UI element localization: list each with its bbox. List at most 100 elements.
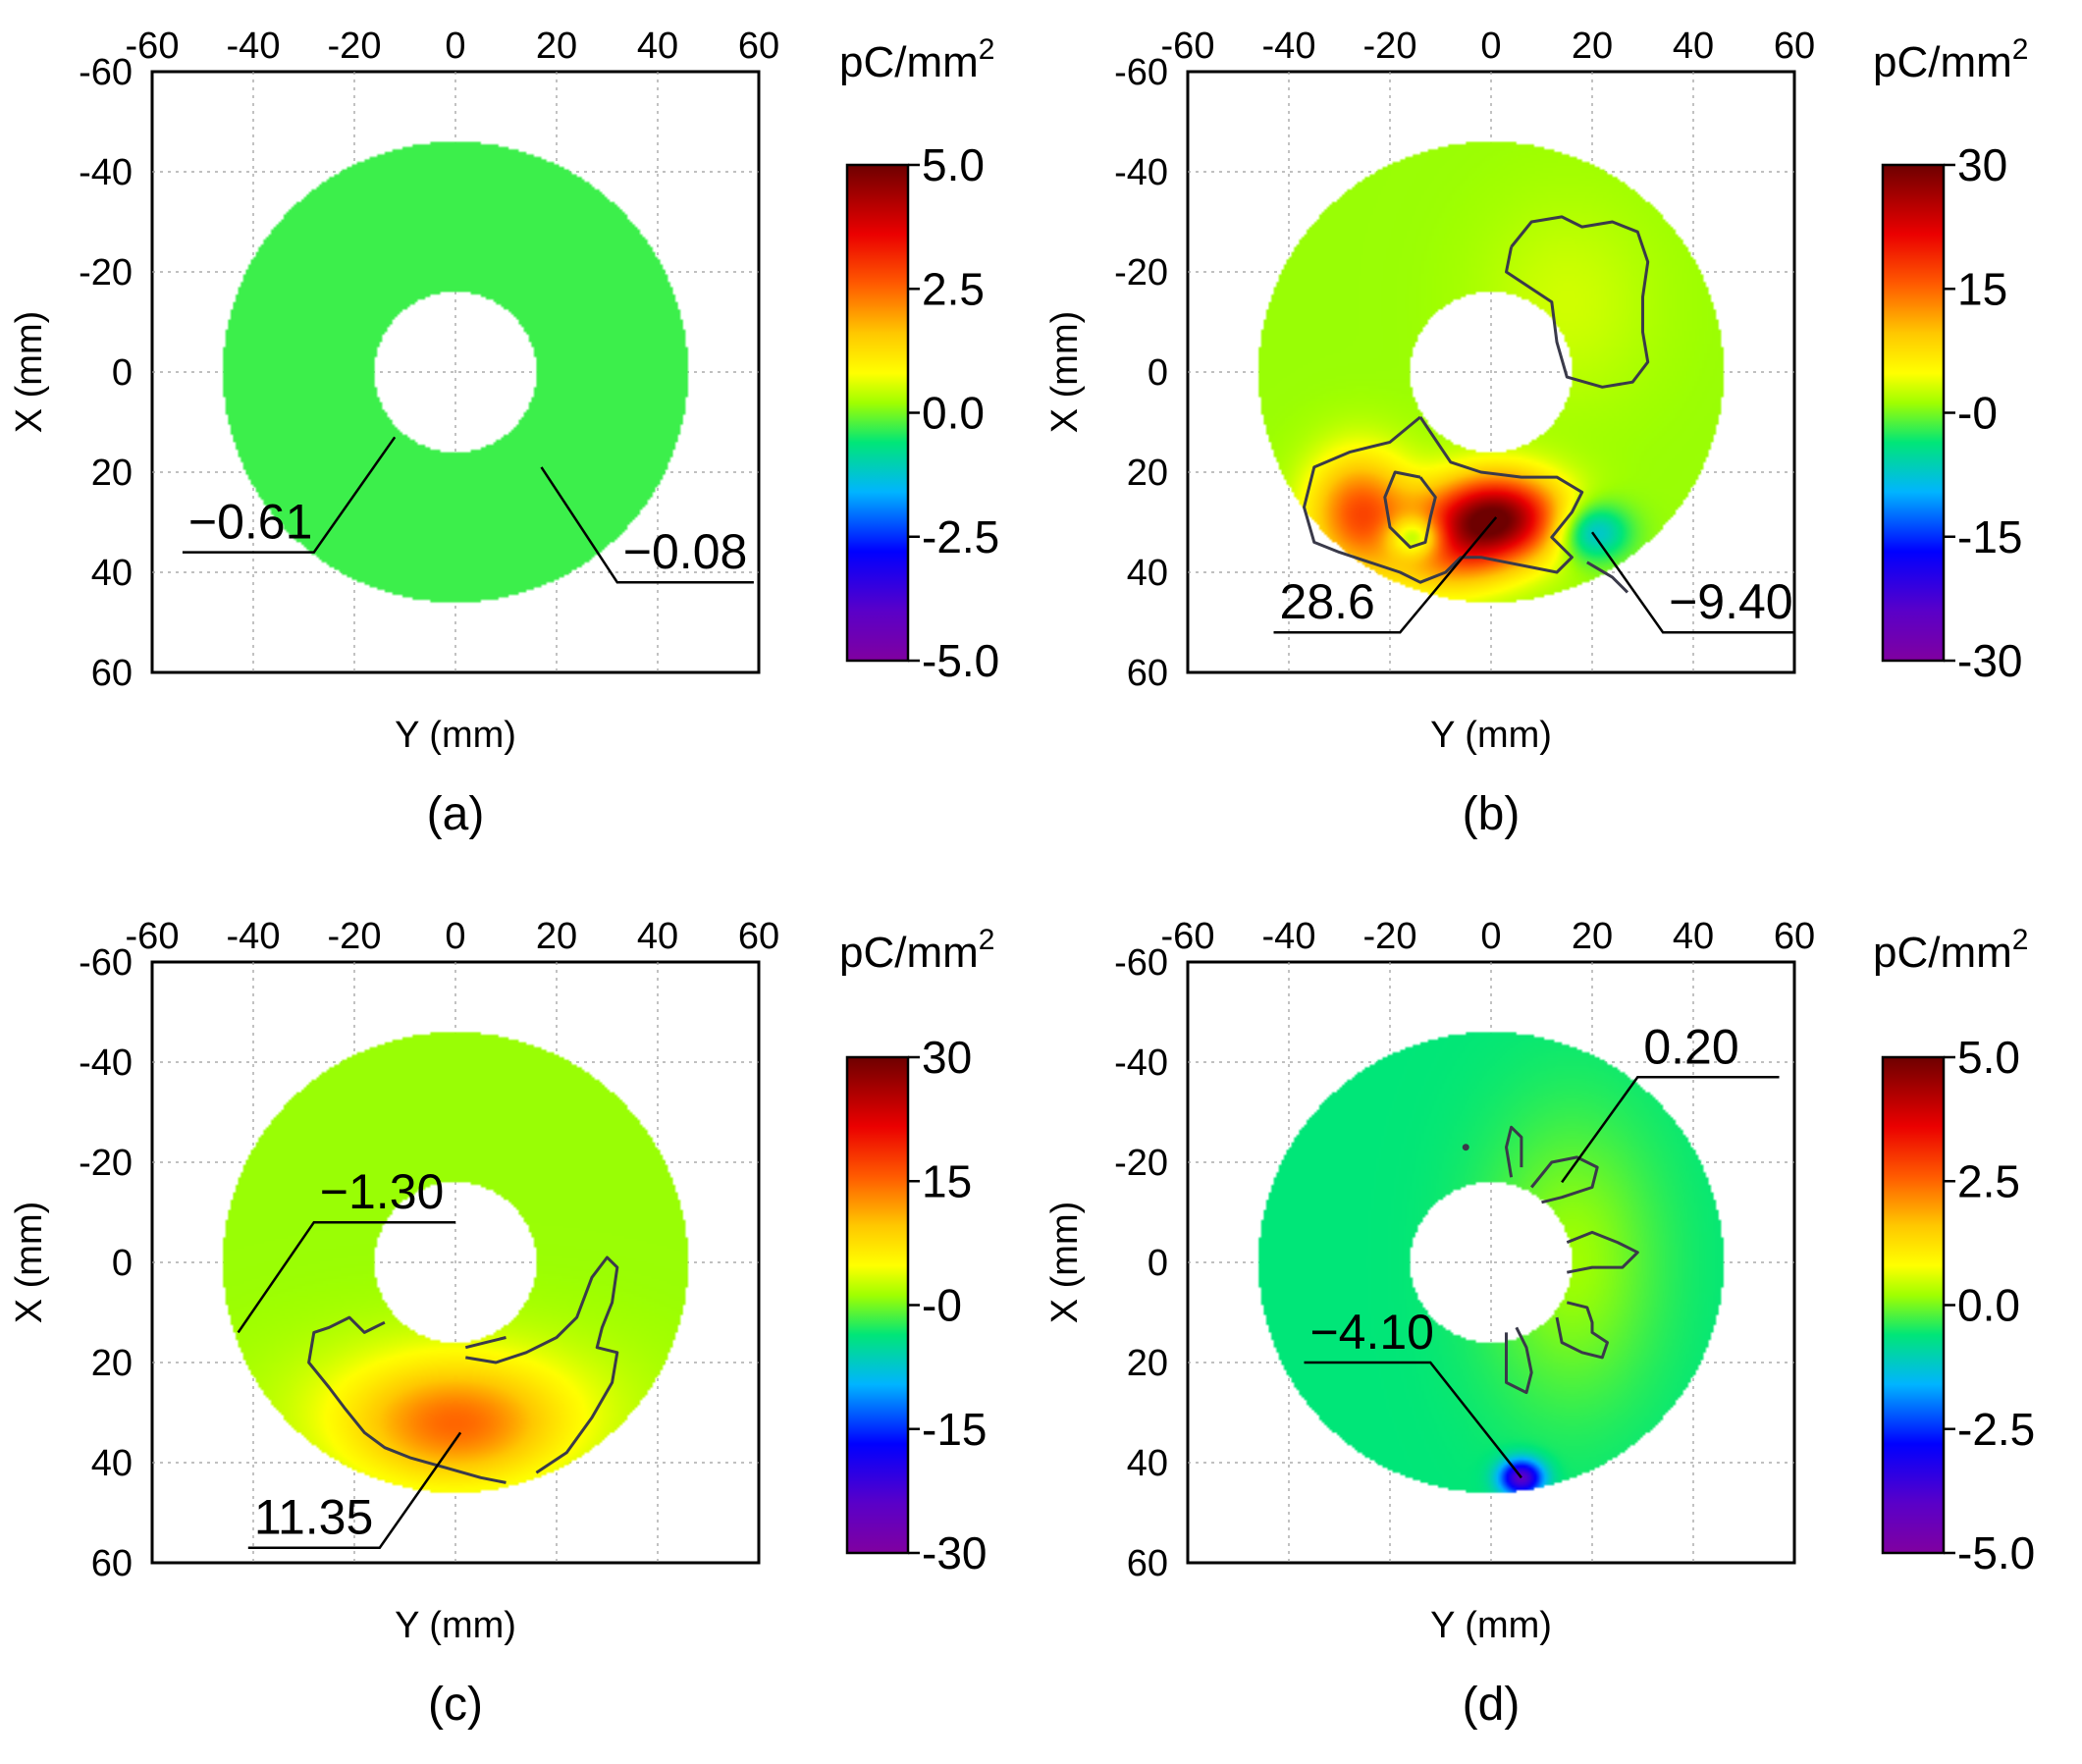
unit-base: pC/mm <box>839 38 979 86</box>
leader-line <box>540 466 754 584</box>
colorbar-unit: pC/mm2 <box>1873 33 2028 86</box>
colorbar-tick-label: -30 <box>922 1527 987 1578</box>
y-tick-label: 60 <box>1127 653 1168 694</box>
x-tick-label: 0 <box>445 916 465 957</box>
y-tick-label: 40 <box>1127 1443 1168 1484</box>
panel-c: -60 -40 -20 0 20 40 60 -60 -40 -20 0 20 40 60 Y (mm) X … <box>9 916 994 1731</box>
x-tick-label: -20 <box>1363 916 1417 957</box>
unit-exponent: 2 <box>2012 33 2029 66</box>
colorbar-tick-label: 0.0 <box>1957 1280 2020 1331</box>
x-axis-label: Y (mm) <box>1430 1605 1552 1646</box>
y-tick-label: -20 <box>79 1143 133 1184</box>
colorbar-tick-label: 0.0 <box>922 388 985 439</box>
colorbar-tick-label: -2.5 <box>1957 1404 2035 1455</box>
unit-exponent: 2 <box>979 924 995 956</box>
panel-caption: (d) <box>1463 1679 1521 1731</box>
y-axis-label: X (mm) <box>9 1202 50 1324</box>
colorbar-tick-label: -30 <box>1957 635 2022 686</box>
charge-density-map <box>152 962 759 1563</box>
x-axis-label: Y (mm) <box>1430 715 1552 756</box>
annotation-label: −4.10 <box>1309 1305 1434 1360</box>
y-tick-label: -60 <box>1114 942 1168 984</box>
colorbar-tick-label: 15 <box>922 1155 972 1206</box>
x-tick-label: -40 <box>1262 916 1316 957</box>
contour-line <box>464 1336 507 1350</box>
y-tick-label: -60 <box>79 942 133 984</box>
x-tick-label: -60 <box>1161 26 1215 67</box>
panel-b: -60 -40 -20 0 20 40 60 -60 -40 -20 0 20 40 60 Y (mm) X … <box>1044 26 2028 840</box>
unit-base: pC/mm <box>1873 38 2012 86</box>
x-tick-label: 0 <box>445 26 465 67</box>
contour-line <box>1555 1301 1609 1360</box>
colorbar-unit: pC/mm2 <box>1873 924 2028 977</box>
annotation-label: 28.6 <box>1280 574 1375 629</box>
annotation-label: −0.61 <box>188 495 313 550</box>
value-annotation: −0.61 <box>182 436 397 554</box>
charge-density-map <box>1188 962 1794 1563</box>
y-tick-label: -20 <box>1114 252 1168 294</box>
leader-line <box>1590 531 1794 634</box>
x-tick-label: -20 <box>328 916 382 957</box>
unit-exponent: 2 <box>2012 924 2029 956</box>
colorbar-tick-label: -5.0 <box>1957 1527 2035 1578</box>
colorbar-tick-label: 15 <box>1957 263 2007 314</box>
y-tick-label: 60 <box>91 1543 133 1584</box>
colorbar-tick-label: 5.0 <box>1957 1032 2020 1083</box>
y-tick-label: 0 <box>1148 1243 1168 1284</box>
x-tick-label: -40 <box>227 26 281 67</box>
x-tick-label: 20 <box>536 26 577 67</box>
annotation-label: 0.20 <box>1643 1019 1738 1074</box>
y-axis-label: X (mm) <box>9 311 50 434</box>
y-axis-label: X (mm) <box>1044 311 1086 434</box>
value-annotation: −0.08 <box>540 466 754 584</box>
value-annotation: −1.30 <box>237 1164 455 1334</box>
colorbar-unit: pC/mm2 <box>839 33 994 86</box>
contour-line <box>1566 1230 1639 1274</box>
contour-line <box>1505 1326 1533 1395</box>
leader-line <box>1561 1076 1780 1184</box>
leader-line <box>182 436 397 554</box>
y-tick-label: -20 <box>79 252 133 294</box>
colorbar: 5.0 2.5 0.0 -2.5 -5.0 pC/mm2 <box>1873 924 2035 1578</box>
y-tick-label: 20 <box>1127 1343 1168 1384</box>
colorbar-tick-label: -15 <box>1957 511 2022 562</box>
y-tick-label: -60 <box>1114 52 1168 93</box>
colorbar: 5.0 2.5 0.0 -2.5 -5.0 pC/mm2 <box>839 33 999 686</box>
leader-line <box>1273 516 1498 634</box>
y-axis-label: X (mm) <box>1044 1202 1086 1324</box>
x-tick-label: -20 <box>328 26 382 67</box>
contour-line <box>307 1315 507 1484</box>
unit-base: pC/mm <box>1873 929 2012 977</box>
contour-line <box>1530 1155 1599 1204</box>
x-tick-label: 40 <box>637 26 678 67</box>
x-tick-label: -60 <box>1161 916 1215 957</box>
y-tick-label: -40 <box>1114 1042 1168 1084</box>
panel-caption: (c) <box>428 1679 483 1731</box>
y-tick-label: -60 <box>79 52 133 93</box>
colorbar-tick-label: -2.5 <box>922 511 999 562</box>
x-tick-label: 20 <box>536 916 577 957</box>
x-tick-label: -20 <box>1363 26 1417 67</box>
x-tick-label: 60 <box>1774 916 1815 957</box>
colorbar-tick-label: 5.0 <box>922 139 985 190</box>
colorbar-gradient <box>845 163 910 663</box>
contour-line <box>465 1256 619 1474</box>
x-axis-label: Y (mm) <box>395 715 516 756</box>
annotation-label: −9.40 <box>1669 574 1793 629</box>
y-tick-label: 20 <box>91 1343 133 1384</box>
x-tick-label: 40 <box>637 916 678 957</box>
contour-line <box>1303 415 1584 584</box>
colorbar-tick-label: -15 <box>922 1404 987 1455</box>
annotation-label: −1.30 <box>320 1164 445 1219</box>
x-tick-label: 60 <box>1774 26 1815 67</box>
value-annotation: 0.20 <box>1561 1019 1780 1184</box>
x-tick-label: 20 <box>1572 26 1613 67</box>
y-tick-label: 0 <box>112 352 133 394</box>
y-tick-label: 0 <box>1148 352 1168 394</box>
x-tick-label: 20 <box>1572 916 1613 957</box>
charge-density-map <box>152 72 759 672</box>
colorbar-tick-label: -0 <box>1957 388 1998 439</box>
x-tick-label: -60 <box>126 916 180 957</box>
y-tick-label: -40 <box>1114 152 1168 193</box>
